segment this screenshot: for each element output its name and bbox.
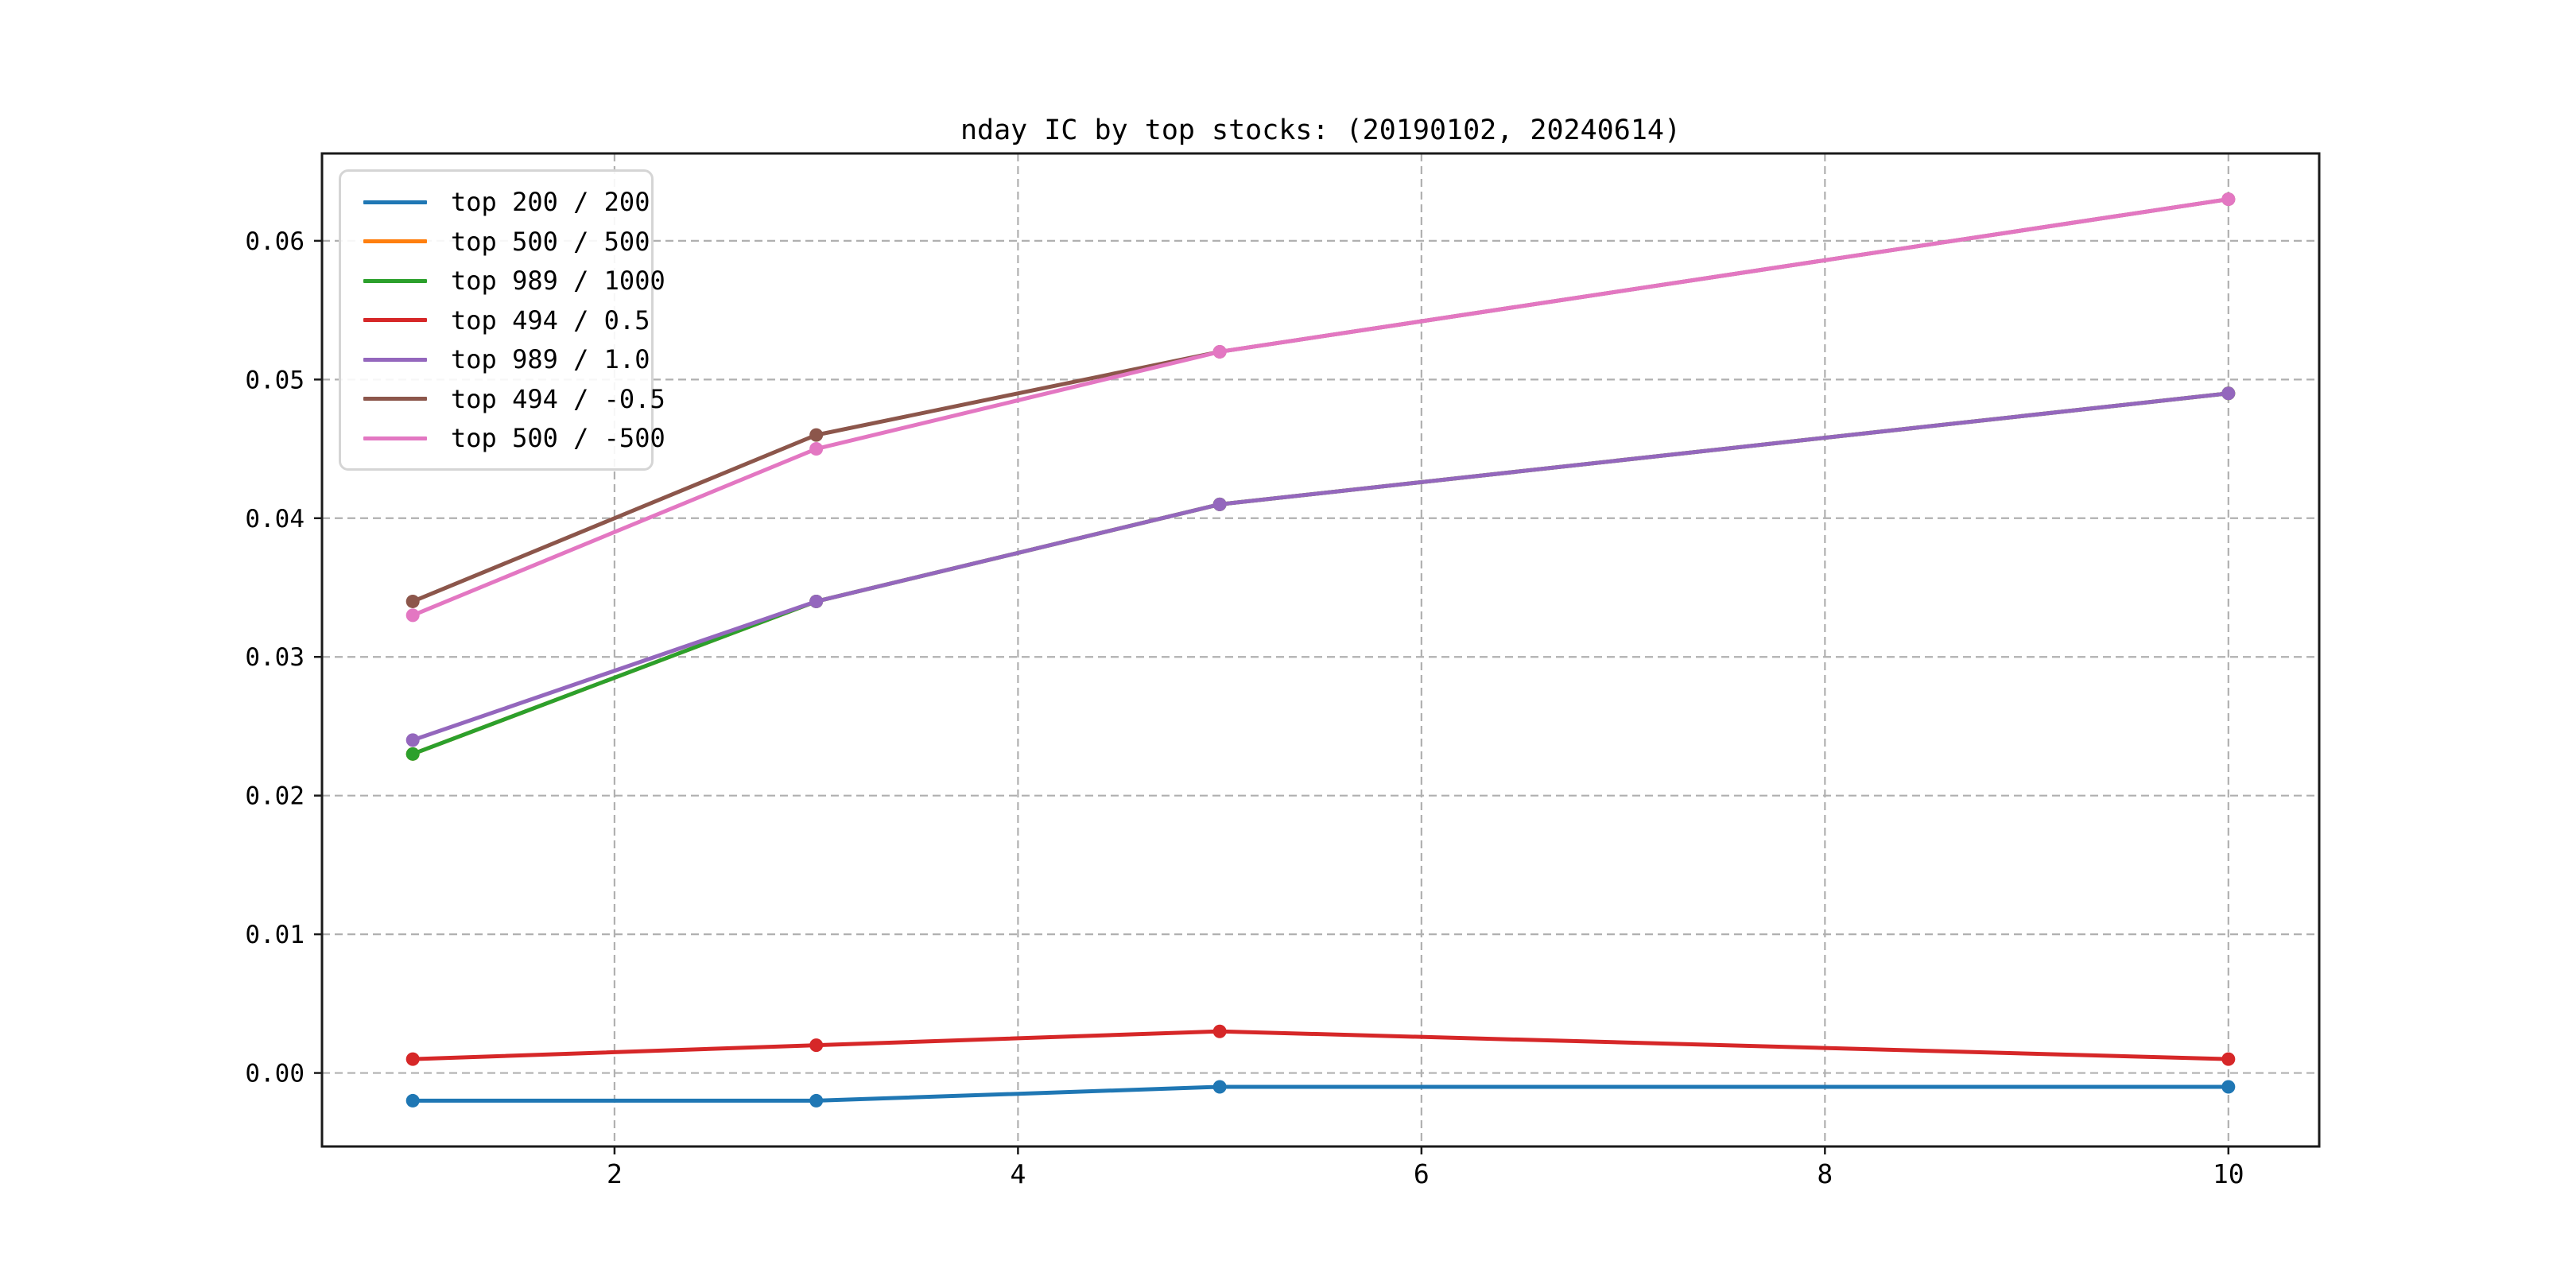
data-point [2221, 386, 2236, 401]
x-tick-label: 10 [2213, 1158, 2244, 1189]
y-tick-label: 0.03 [245, 643, 305, 672]
data-point [1212, 344, 1227, 359]
legend-item-label: top 494 / -0.5 [451, 383, 665, 414]
legend-line-sample [363, 200, 427, 204]
data-point [809, 1093, 824, 1108]
data-point [1212, 497, 1227, 511]
x-tick-label: 8 [1817, 1158, 1833, 1189]
legend-line-sample [363, 239, 427, 243]
legend-item-label: top 494 / 0.5 [451, 305, 650, 336]
data-point [405, 733, 420, 747]
data-point [2221, 1052, 2236, 1066]
y-tick-label: 0.01 [245, 921, 305, 949]
axes-spines [320, 152, 2321, 1148]
data-point [2221, 1080, 2236, 1094]
series-line-6 [410, 197, 2231, 618]
legend-item: top 989 / 1000 [363, 262, 665, 300]
y-tick-label: 0.00 [245, 1060, 305, 1088]
x-tick-label: 2 [607, 1158, 623, 1189]
series-line-3 [410, 1029, 2231, 1061]
data-point [405, 747, 420, 761]
y-tick-label: 0.04 [245, 505, 305, 533]
legend-item-label: top 200 / 200 [451, 187, 650, 217]
legend-line-sample [363, 318, 427, 322]
legend-item: top 494 / 0.5 [363, 301, 651, 339]
legend-line-sample [363, 278, 427, 283]
y-tick-label: 0.02 [245, 782, 305, 811]
chart-title: nday IC by top stocks: (20190102, 202406… [960, 114, 1682, 146]
data-point [405, 1093, 420, 1108]
data-point [405, 1052, 420, 1066]
x-tick-label: 6 [1414, 1158, 1430, 1189]
series-line-1 [410, 391, 2231, 756]
legend-item-label: top 500 / -500 [451, 423, 665, 453]
legend-item: top 500 / -500 [363, 419, 665, 457]
data-point [809, 428, 824, 442]
legend-item-label: top 500 / 500 [451, 226, 650, 257]
data-point [809, 594, 824, 608]
series-line-5 [410, 197, 2231, 603]
series-line-4 [410, 391, 2231, 743]
legend-item: top 494 / -0.5 [363, 380, 665, 418]
data-point [405, 594, 420, 608]
legend-line-sample [363, 357, 427, 362]
legend-line-sample [363, 397, 427, 401]
y-tick-label: 0.05 [245, 366, 305, 394]
legend-item-label: top 989 / 1.0 [451, 344, 650, 374]
legend: top 200 / 200 top 500 / 500 top 989 / 1000… [339, 169, 665, 471]
legend-item: top 200 / 200 [363, 183, 651, 221]
legend-item: top 989 / 1.0 [363, 340, 651, 378]
data-point [1212, 1024, 1227, 1038]
data-point [2221, 192, 2236, 207]
legend-item-label: top 989 / 1000 [451, 266, 665, 296]
data-point [809, 1038, 824, 1053]
series-line-2 [410, 391, 2231, 756]
legend-item: top 500 / 500 [363, 223, 651, 261]
series-line-0 [410, 1084, 2231, 1103]
data-point [809, 442, 824, 456]
y-tick-label: 0.06 [245, 227, 305, 256]
legend-line-sample [363, 436, 427, 440]
data-point [1212, 1080, 1227, 1094]
data-point [405, 608, 420, 623]
x-tick-label: 4 [1010, 1158, 1026, 1189]
